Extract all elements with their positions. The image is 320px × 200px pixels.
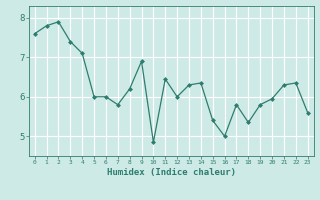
X-axis label: Humidex (Indice chaleur): Humidex (Indice chaleur)	[107, 168, 236, 177]
